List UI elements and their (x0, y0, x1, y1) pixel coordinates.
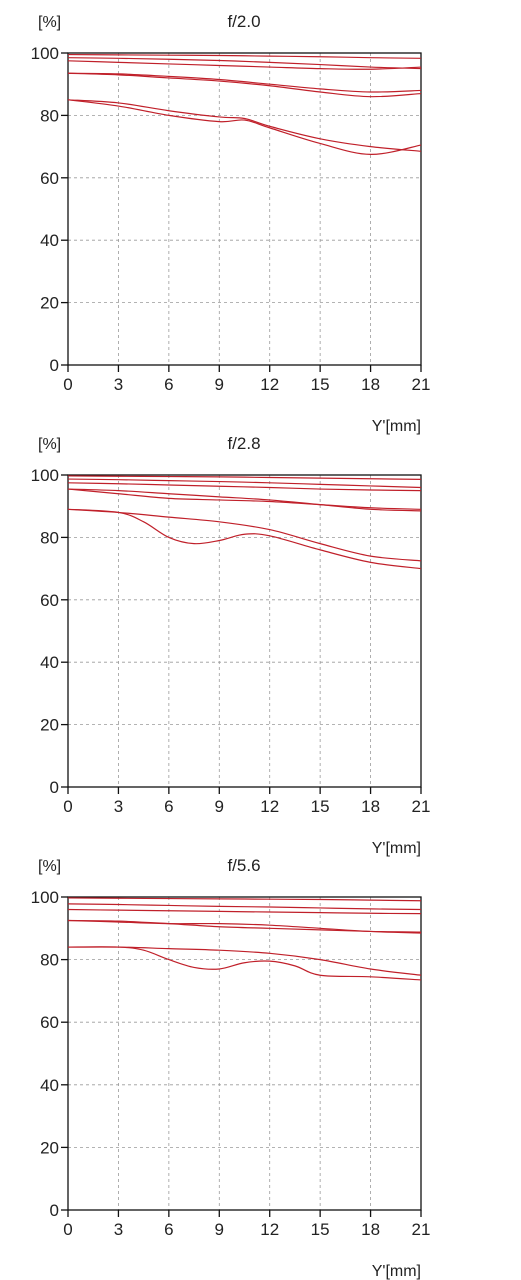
y-tick-label: 20 (40, 716, 59, 735)
plot-frame (67, 52, 422, 366)
chart-title: f/2.0 (227, 12, 260, 31)
y-tick-label: 0 (50, 356, 59, 375)
x-tick-label: 0 (63, 1220, 72, 1239)
x-unit-label: Y'[mm] (372, 418, 421, 435)
mtf-curve-0 (67, 475, 422, 480)
y-tick-label: 80 (40, 106, 59, 125)
plot-frame (67, 896, 422, 1211)
x-tick-label: 15 (311, 375, 330, 394)
x-tick-label: 21 (412, 375, 431, 394)
y-tick-label: 80 (40, 951, 59, 970)
mtf-curve-2 (67, 482, 422, 492)
mtf-curve-1 (67, 903, 422, 911)
chart-panel-2: 0 20 40 60 80 100 0 3 6 9 12 15 18 21 [%] f/5.6 Y'[mm] (31, 856, 431, 1280)
y-tick-label: 40 (40, 1076, 59, 1095)
mtf-curve-5 (67, 99, 422, 156)
mtf-curve-6 (67, 508, 422, 562)
y-tick-label: 100 (31, 44, 59, 63)
y-tick-label: 100 (31, 888, 59, 907)
y-tick-label: 60 (40, 169, 59, 188)
x-tick-label: 21 (412, 1220, 431, 1239)
y-tick-label: 0 (50, 778, 59, 797)
x-tick-label: 3 (114, 797, 123, 816)
x-unit-label: Y'[mm] (372, 840, 421, 857)
mtf-curve-4 (67, 72, 422, 98)
x-tick-label: 6 (164, 375, 173, 394)
x-tick-label: 6 (164, 1220, 173, 1239)
y-tick-label: 80 (40, 528, 59, 547)
mtf-curve-5 (67, 946, 422, 981)
mtf-curve-3 (67, 488, 422, 512)
mtf-curve-0 (67, 53, 422, 59)
x-tick-label: 9 (215, 375, 224, 394)
mtf-curve-3 (67, 72, 422, 93)
chart-title: f/5.6 (227, 856, 260, 875)
y-unit-label: [%] (38, 436, 61, 453)
x-tick-label: 3 (114, 375, 123, 394)
x-tick-label: 9 (215, 797, 224, 816)
mtf-curve-5 (67, 508, 422, 570)
y-tick-label: 100 (31, 466, 59, 485)
mtf-curve-2 (67, 908, 422, 915)
x-tick-label: 0 (63, 375, 72, 394)
x-tick-label: 0 (63, 797, 72, 816)
y-unit-label: [%] (38, 14, 61, 31)
x-unit-label: Y'[mm] (372, 1263, 421, 1280)
mtf-curve-1 (67, 478, 422, 489)
x-tick-label: 18 (361, 797, 380, 816)
x-tick-label: 12 (260, 797, 279, 816)
x-tick-label: 21 (412, 797, 431, 816)
chart-panel-0: 0 20 40 60 80 100 0 3 6 9 12 15 18 21 [%] f/2.0 Y'[mm] (31, 12, 431, 435)
x-tick-label: 15 (311, 1220, 330, 1239)
y-tick-label: 20 (40, 1138, 59, 1157)
chart-title: f/2.8 (227, 434, 260, 453)
mtf-curve-1 (67, 57, 422, 70)
mtf-curve-4 (67, 488, 422, 510)
x-tick-label: 3 (114, 1220, 123, 1239)
x-tick-label: 6 (164, 797, 173, 816)
y-tick-label: 60 (40, 591, 59, 610)
y-tick-label: 40 (40, 231, 59, 250)
x-tick-label: 18 (361, 375, 380, 394)
mtf-curve-6 (67, 99, 422, 152)
y-tick-label: 60 (40, 1013, 59, 1032)
plot-frame (67, 474, 422, 788)
mtf-curve-0 (67, 897, 422, 902)
x-tick-label: 9 (215, 1220, 224, 1239)
y-tick-label: 20 (40, 294, 59, 313)
x-tick-label: 18 (361, 1220, 380, 1239)
mtf-curve-6 (67, 946, 422, 976)
y-tick-label: 40 (40, 653, 59, 672)
x-tick-label: 12 (260, 375, 279, 394)
chart-panel-1: 0 20 40 60 80 100 0 3 6 9 12 15 18 21 [%] f/2.8 Y'[mm] (31, 434, 431, 857)
mtf-curve-4 (67, 919, 422, 934)
y-unit-label: [%] (38, 858, 61, 875)
x-tick-label: 15 (311, 797, 330, 816)
y-tick-label: 0 (50, 1201, 59, 1220)
mtf-curve-2 (67, 60, 422, 70)
x-tick-label: 12 (260, 1220, 279, 1239)
